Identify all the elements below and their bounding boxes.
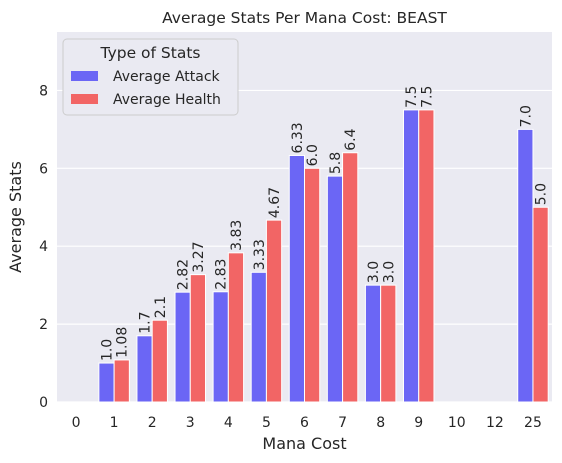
bar-value-label: 7.5: [404, 86, 420, 108]
bar: [517, 128, 534, 403]
legend-label-attack: Average Attack: [113, 69, 221, 85]
x-tick-label: 12: [486, 415, 504, 431]
bar: [403, 109, 420, 403]
bar-value-label: 5.8: [328, 152, 344, 174]
x-axis-title: Mana Cost: [262, 434, 346, 453]
bar-value-label: 1.08: [115, 327, 131, 358]
x-tick-label: 25: [524, 415, 542, 431]
bar: [418, 109, 435, 403]
y-tick-label: 2: [39, 317, 48, 333]
legend-label-health: Average Health: [113, 92, 221, 108]
bar-value-label: 2.83: [214, 259, 230, 290]
bar-labels: 1.0 1.7 2.82 2.83 3.33 6.33 5.8 3.0 7.5 7.0 1.08 2.…: [100, 86, 550, 361]
x-tick-label: 3: [186, 415, 195, 431]
x-tick-label: 5: [262, 415, 271, 431]
bar: [151, 319, 168, 403]
x-tick-label: 2: [148, 415, 157, 431]
bar-value-label: 6.0: [305, 144, 321, 166]
bar-value-label: 3.83: [229, 220, 245, 251]
chart-title: Average Stats Per Mana Cost: BEAST: [162, 9, 447, 27]
bar: [265, 219, 283, 403]
bar-value-label: 5.0: [534, 183, 550, 205]
bar: [250, 271, 267, 403]
legend: Type of Stats Average Attack Average Hea…: [62, 38, 239, 116]
y-tick-label: 8: [39, 83, 48, 99]
y-tick-label: 6: [39, 161, 48, 177]
x-tick-label: 4: [224, 415, 233, 431]
bar-value-label: 1.7: [138, 312, 154, 334]
bar-value-label: 7.5: [419, 86, 435, 108]
bar-value-label: 7.0: [518, 105, 534, 127]
y-tick-labels: 0 2 4 6 8: [39, 83, 48, 411]
bar: [136, 335, 153, 403]
bar-value-label: 2.82: [176, 259, 192, 290]
legend-title: Type of Stats: [100, 44, 201, 62]
legend-swatch-attack: [71, 71, 98, 81]
bar-value-label: 3.33: [252, 239, 268, 270]
bar: [380, 284, 397, 403]
x-tick-label: 0: [72, 415, 81, 431]
y-axis-title: Average Stats: [6, 161, 25, 273]
bar-value-label: 3.0: [381, 261, 397, 283]
x-tick-label: 10: [448, 415, 466, 431]
bar: [342, 152, 359, 403]
bar: [174, 291, 191, 403]
x-tick-label: 7: [338, 415, 347, 431]
bars: [98, 109, 549, 403]
bar: [227, 252, 245, 403]
legend-swatch-health: [71, 94, 98, 104]
bar-value-label: 6.33: [290, 122, 306, 153]
bar: [189, 274, 206, 403]
bar: [288, 154, 305, 403]
bar-value-label: 2.1: [153, 296, 169, 318]
bar-value-label: 1.0: [100, 339, 116, 361]
x-tick-label: 8: [376, 415, 385, 431]
x-tick-labels: 0 1 2 3 4 5 6 7 8 9 10 12 25: [72, 415, 542, 431]
legend-box: [62, 38, 239, 116]
bar-value-label: 4.67: [267, 187, 283, 218]
bar-value-label: 3.0: [366, 261, 382, 283]
bar: [304, 167, 321, 403]
bar: [98, 362, 115, 403]
y-tick-label: 0: [39, 395, 48, 411]
x-tick-label: 6: [300, 415, 309, 431]
bar-value-label: 6.4: [343, 128, 359, 150]
x-tick-label: 9: [414, 415, 423, 431]
bar: [532, 206, 549, 403]
y-tick-label: 4: [39, 239, 48, 255]
x-tick-label: 1: [110, 415, 119, 431]
bar-value-label: 3.27: [191, 241, 207, 272]
bar: [113, 359, 130, 403]
bar: [212, 291, 229, 403]
bar: [326, 175, 344, 403]
bar: [364, 284, 382, 403]
